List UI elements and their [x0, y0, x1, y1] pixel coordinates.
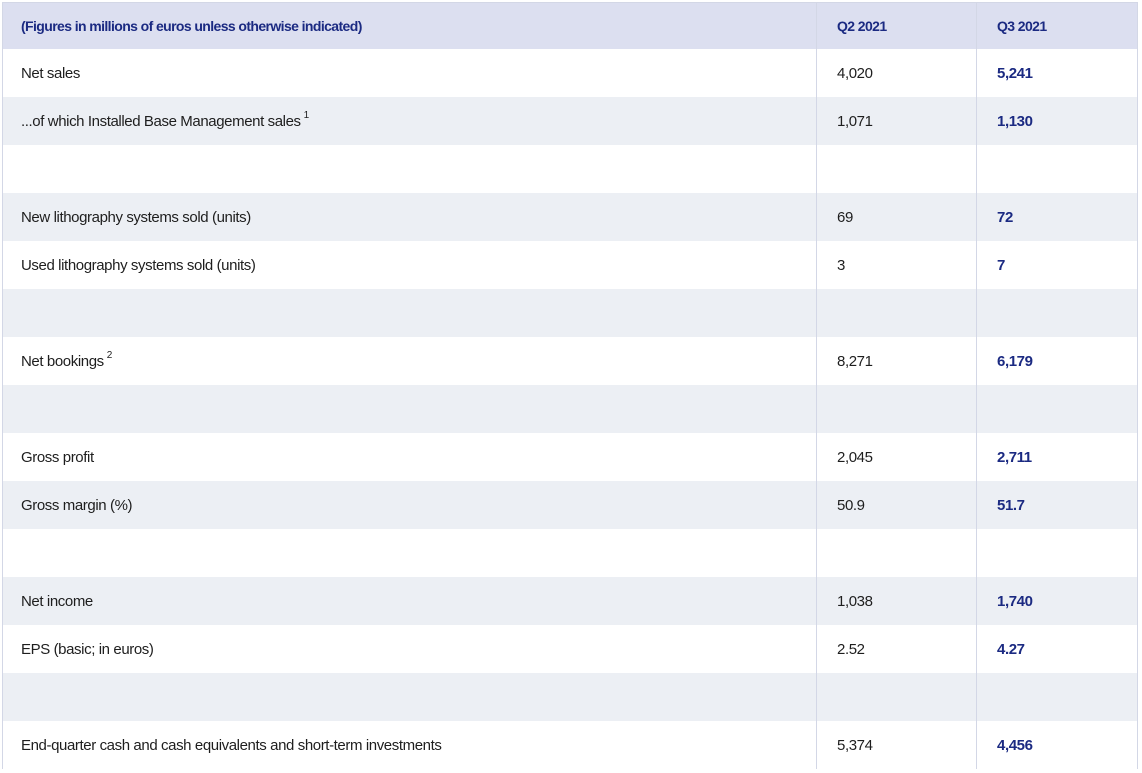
row-label: [3, 145, 817, 193]
row-q3-value: 7: [997, 256, 1005, 274]
table-row: ...of which Installed Base Management sa…: [3, 97, 1137, 145]
spacer-row: [3, 529, 1137, 577]
row-q3-value: 4.27: [997, 640, 1025, 658]
row-q2-value: [817, 673, 977, 721]
header-q3-cell: Q3 2021: [997, 18, 1047, 34]
row-q2-value: 5,374: [817, 721, 977, 769]
table-row: Gross margin (%) 50.9 51.7: [3, 481, 1137, 529]
row-label: Net sales: [3, 49, 817, 97]
row-label: [3, 529, 817, 577]
row-q3-value: [977, 385, 1137, 433]
header-label-cell: (Figures in millions of euros unless oth…: [3, 3, 817, 49]
row-q2-value: 1,038: [817, 577, 977, 625]
row-q2-value: 2.52: [817, 625, 977, 673]
row-q3-value: 6,179: [997, 352, 1033, 370]
row-q2-value: 8,271: [817, 337, 977, 385]
row-label: [3, 385, 817, 433]
row-q2-value: 69: [817, 193, 977, 241]
table-row: End-quarter cash and cash equivalents an…: [3, 721, 1137, 769]
row-label: [3, 289, 817, 337]
table-row: New lithography systems sold (units) 69 …: [3, 193, 1137, 241]
row-label: ...of which Installed Base Management sa…: [3, 97, 817, 145]
table-row: Gross profit 2,045 2,711: [3, 433, 1137, 481]
row-q3-value: 1,740: [997, 592, 1033, 610]
table-row: EPS (basic; in euros) 2.52 4.27: [3, 625, 1137, 673]
row-label: Net bookings 2: [3, 337, 817, 385]
row-label: Gross profit: [3, 433, 817, 481]
table-row: Net bookings 2 8,271 6,179: [3, 337, 1137, 385]
row-q2-value: 50.9: [817, 481, 977, 529]
row-q3-value: 72: [997, 208, 1013, 226]
row-label: Used lithography systems sold (units): [3, 241, 817, 289]
row-q3-value: 2,711: [997, 448, 1032, 466]
footnote-marker: 1: [303, 109, 310, 121]
row-q3-value: 51.7: [997, 496, 1025, 514]
table-row: Used lithography systems sold (units) 3 …: [3, 241, 1137, 289]
table-row: Net income 1,038 1,740: [3, 577, 1137, 625]
row-label: EPS (basic; in euros): [3, 625, 817, 673]
row-q3-value: [977, 529, 1137, 577]
row-q2-value: 4,020: [817, 49, 977, 97]
spacer-row: [3, 145, 1137, 193]
row-q3-value: [977, 673, 1137, 721]
row-q3-value: 4,456: [997, 736, 1033, 754]
row-q2-value: 1,071: [817, 97, 977, 145]
row-q3-value: 5,241: [997, 64, 1033, 82]
row-q2-value: [817, 529, 977, 577]
row-q2-value: 2,045: [817, 433, 977, 481]
spacer-row: [3, 385, 1137, 433]
table-header-row: (Figures in millions of euros unless oth…: [3, 3, 1137, 49]
spacer-row: [3, 673, 1137, 721]
table-row: Net sales 4,020 5,241: [3, 49, 1137, 97]
row-label: Net income: [3, 577, 817, 625]
row-label: [3, 673, 817, 721]
row-label: Gross margin (%): [3, 481, 817, 529]
row-q2-value: [817, 145, 977, 193]
row-label: End-quarter cash and cash equivalents an…: [3, 721, 817, 769]
row-q3-value: [977, 289, 1137, 337]
row-q2-value: [817, 385, 977, 433]
header-q2-cell: Q2 2021: [817, 3, 977, 49]
spacer-row: [3, 289, 1137, 337]
row-q3-value: 1,130: [997, 112, 1033, 130]
row-label: New lithography systems sold (units): [3, 193, 817, 241]
row-q2-value: 3: [817, 241, 977, 289]
footnote-marker: 2: [106, 349, 113, 361]
row-q3-value: [977, 145, 1137, 193]
row-q2-value: [817, 289, 977, 337]
